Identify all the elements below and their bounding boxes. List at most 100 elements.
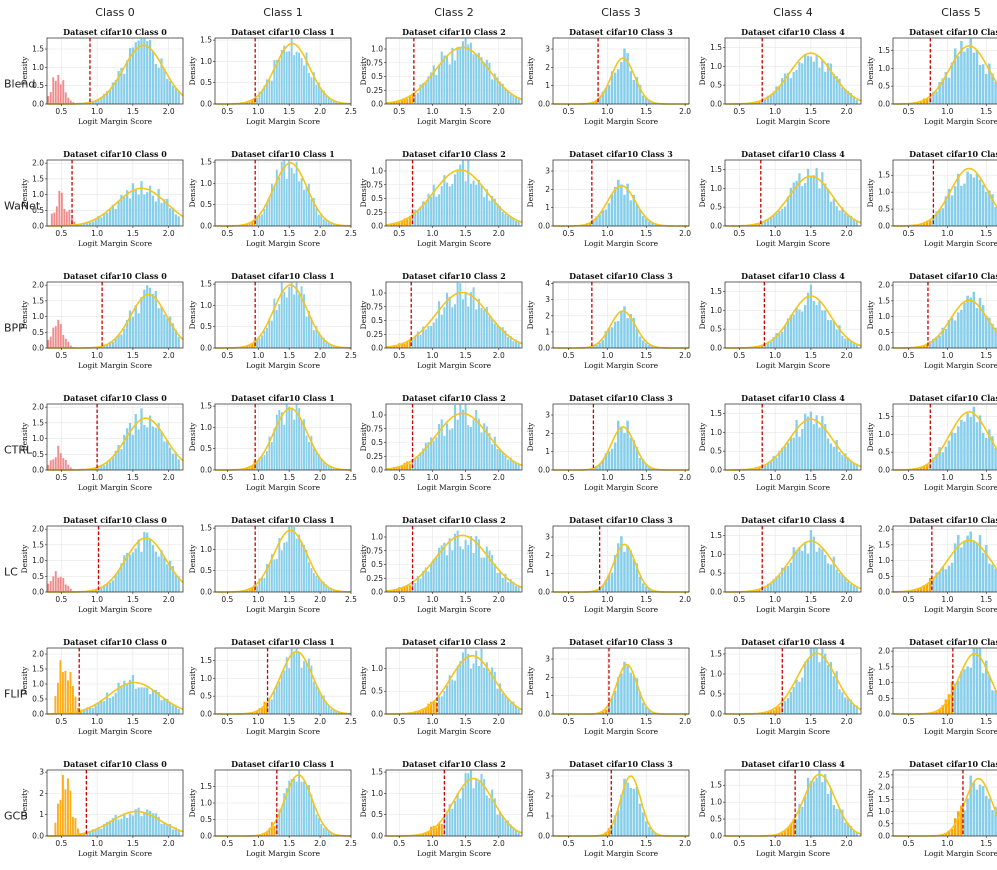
histogram-bar bbox=[507, 820, 510, 836]
histogram-bar bbox=[128, 422, 132, 470]
kde-curve bbox=[893, 411, 997, 471]
histogram-bar bbox=[261, 335, 263, 348]
x-tick-label: 1.5 bbox=[980, 717, 992, 726]
y-tick-label: 2.0 bbox=[32, 650, 44, 659]
histogram-bar bbox=[496, 77, 499, 104]
histogram-bar-flagged bbox=[607, 828, 611, 836]
histogram-bar bbox=[337, 102, 340, 104]
histogram-bar bbox=[829, 788, 833, 836]
histogram-bar bbox=[648, 709, 651, 714]
histogram-bar bbox=[651, 222, 654, 226]
histogram-bar bbox=[512, 94, 515, 104]
histogram-bar bbox=[604, 331, 608, 348]
histogram-bar bbox=[163, 68, 166, 104]
histogram-bar bbox=[635, 204, 639, 226]
histogram-bar bbox=[111, 818, 114, 836]
histogram-bar bbox=[645, 218, 648, 226]
histogram-bar bbox=[617, 677, 620, 714]
histogram-bar-flagged bbox=[778, 706, 781, 714]
histogram-bar bbox=[157, 816, 160, 836]
histogram-bar bbox=[838, 325, 841, 348]
histogram-bar bbox=[275, 685, 278, 714]
panel-blend-class-3: 0.0 1 2 3 0.5 1.0 1.5 2.0 Dataset cifar10 Class … bbox=[526, 27, 695, 128]
histogram-bar bbox=[320, 458, 323, 470]
histogram-bar bbox=[278, 681, 281, 714]
y-tick-label: 0.0 bbox=[878, 588, 890, 597]
x-tick-label: 0.5 bbox=[903, 107, 915, 116]
x-axis-label: Logit Margin Score bbox=[584, 605, 659, 614]
histogram-bar bbox=[507, 215, 510, 226]
y-axis-label: Density bbox=[359, 666, 368, 696]
panel-lc-class-2: 0.0 0.25 0.5 0.75 1.0 0.5 1.0 1.5 2.0 Dataset cif… bbox=[359, 515, 528, 616]
histogram-bar bbox=[626, 53, 629, 104]
histogram-bar-poison bbox=[67, 341, 70, 348]
histogram-bar bbox=[517, 221, 520, 226]
histogram-bar bbox=[801, 677, 804, 714]
histogram-bar bbox=[419, 578, 422, 592]
histogram-bar-flagged bbox=[925, 220, 929, 226]
histogram-bar bbox=[256, 585, 258, 592]
panel-title: Dataset cifar10 Class 3 bbox=[569, 759, 673, 769]
histogram-bar bbox=[789, 437, 792, 470]
y-tick-label: 0.25 bbox=[366, 452, 383, 461]
histogram-bar bbox=[140, 816, 143, 836]
y-tick-label: 1.5 bbox=[710, 650, 722, 659]
histogram-bar bbox=[288, 780, 291, 836]
histogram-bar bbox=[100, 97, 103, 104]
axes-frame bbox=[385, 647, 523, 715]
y-tick-label: 1.0 bbox=[371, 167, 383, 176]
histogram-bar-flagged bbox=[398, 466, 401, 470]
x-tick-label: 0.5 bbox=[55, 717, 67, 726]
histogram-bar-poison bbox=[64, 584, 67, 592]
x-tick-label: 2.0 bbox=[679, 717, 691, 726]
histogram-bar bbox=[451, 808, 454, 836]
x-tick-label: 0.5 bbox=[393, 473, 405, 482]
histogram-bar-flagged bbox=[258, 708, 261, 714]
panel-title: Dataset cifar10 Class 1 bbox=[231, 759, 335, 769]
histogram-bar-poison bbox=[59, 576, 62, 592]
histogram-bar bbox=[480, 432, 483, 470]
histogram-bar bbox=[288, 160, 291, 226]
histogram-bar bbox=[475, 309, 478, 348]
axes-frame bbox=[552, 769, 690, 837]
histogram-bar bbox=[610, 71, 614, 104]
y-tick-label: 0.25 bbox=[366, 86, 383, 95]
histogram-bar-poison bbox=[49, 336, 52, 348]
histogram-bar bbox=[268, 80, 271, 104]
histogram-bar bbox=[440, 314, 443, 348]
histogram-bar bbox=[308, 183, 310, 226]
histogram-bar bbox=[638, 336, 642, 348]
y-tick-label: 1.0 bbox=[371, 664, 383, 673]
x-tick-label: 0.5 bbox=[221, 107, 233, 116]
histogram-bar bbox=[459, 404, 462, 470]
panel-ctrl-class-0: 0.0 0.5 1.0 1.5 2.0 0.5 1.0 1.5 2.0 Dataset cifar… bbox=[20, 393, 189, 494]
histogram-bar bbox=[320, 581, 323, 592]
axes-frame bbox=[724, 769, 862, 837]
histogram-bar bbox=[108, 460, 112, 470]
histogram-bar bbox=[283, 160, 286, 226]
histogram-bar-poison bbox=[56, 682, 59, 714]
histogram-bar bbox=[938, 82, 941, 104]
histogram-bar bbox=[305, 52, 308, 104]
histogram-bar bbox=[472, 552, 475, 592]
histogram-bar-poison bbox=[52, 327, 55, 348]
histogram-bar bbox=[332, 467, 335, 470]
histogram-bar bbox=[131, 434, 135, 470]
histogram-bar bbox=[290, 282, 293, 348]
histogram-bar bbox=[317, 689, 320, 714]
histogram-bar-flagged bbox=[435, 702, 438, 714]
panel-wanet-class-0: 0.0 0.5 1.0 1.5 2.0 0.5 1.0 1.5 2.0 Dataset cifar… bbox=[20, 149, 189, 250]
histogram-bar bbox=[632, 194, 636, 226]
panel-title: Dataset cifar10 Class 3 bbox=[569, 515, 673, 525]
histogram-bar bbox=[446, 55, 449, 104]
histogram-bar bbox=[944, 196, 948, 226]
histogram-bar bbox=[852, 463, 855, 470]
histogram-bar bbox=[475, 650, 478, 714]
histogram-bar-flagged bbox=[408, 339, 411, 348]
y-tick-label: 0.0 bbox=[200, 832, 212, 841]
x-axis-label: Logit Margin Score bbox=[78, 117, 153, 126]
histogram-bar bbox=[166, 318, 169, 348]
histogram-bar bbox=[629, 787, 632, 836]
